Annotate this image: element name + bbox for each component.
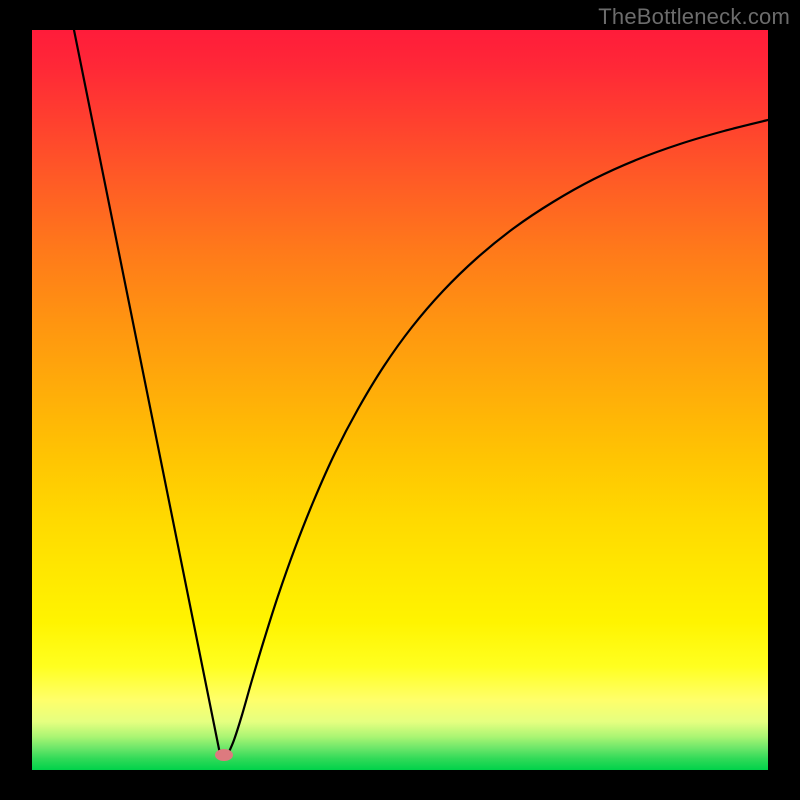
watermark-text: TheBottleneck.com (598, 4, 790, 30)
stage: TheBottleneck.com (0, 0, 800, 800)
plot-background (32, 30, 768, 770)
chart-svg (0, 0, 800, 800)
vertex-marker (215, 749, 233, 761)
